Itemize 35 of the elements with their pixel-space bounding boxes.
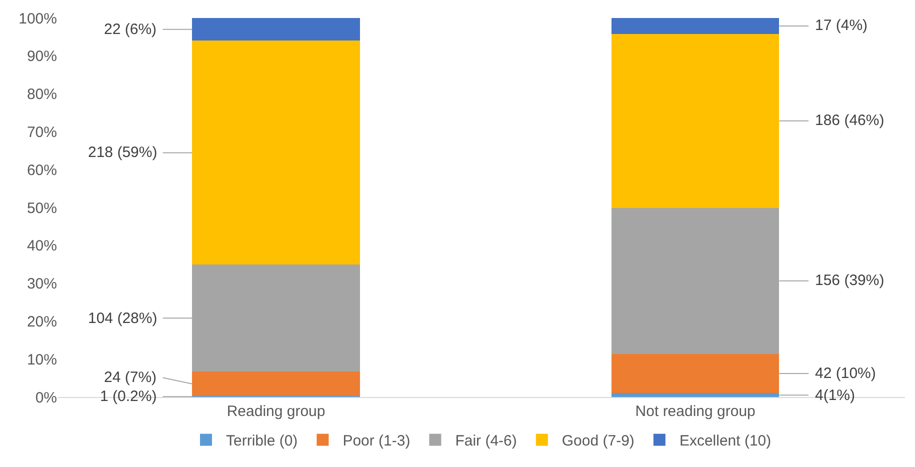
y-tick-label: 90%: [26, 48, 57, 66]
bar: [192, 372, 360, 396]
bar: [192, 40, 360, 265]
legend-label: Good (7-9): [562, 432, 634, 450]
bar: [611, 393, 780, 397]
bar: [611, 354, 780, 394]
bar: [611, 34, 780, 208]
data-label: 4(1%): [815, 387, 856, 404]
bar: [192, 18, 360, 41]
data-label: 22 (6%): [104, 21, 157, 38]
y-tick-label: 100%: [18, 10, 57, 28]
data-label: 104 (28%): [88, 310, 158, 327]
legend-label: Excellent (10): [679, 432, 772, 450]
x-tick-label: Reading group: [226, 403, 326, 420]
y-tick-label: 70%: [26, 124, 57, 141]
data-label: 218 (59%): [88, 144, 158, 161]
y-tick-label: 10%: [26, 351, 57, 368]
legend-label: Terrible (0): [226, 432, 298, 450]
legend-label: Poor (1-3): [342, 432, 410, 450]
data-label: 17 (4%): [815, 17, 868, 34]
bar: [611, 18, 780, 34]
y-tick-label: 80%: [26, 86, 57, 104]
y-tick-label: 60%: [26, 162, 57, 179]
data-label: 24 (7%): [104, 369, 157, 386]
x-tick-label: Not reading group: [635, 403, 756, 420]
y-tick-label: 20%: [26, 313, 57, 330]
data-label: 1 (0.2%): [100, 388, 157, 405]
data-label: 42 (10%): [815, 365, 876, 382]
legend-label: Fair (4-6): [455, 432, 517, 450]
data-label: 186 (46%): [815, 112, 884, 129]
y-tick-label: 0%: [35, 389, 57, 406]
y-tick-label: 30%: [26, 276, 57, 293]
y-tick-label: 50%: [26, 200, 57, 217]
y-tick-label: 40%: [26, 238, 57, 255]
data-label: 156 (39%): [815, 272, 884, 289]
